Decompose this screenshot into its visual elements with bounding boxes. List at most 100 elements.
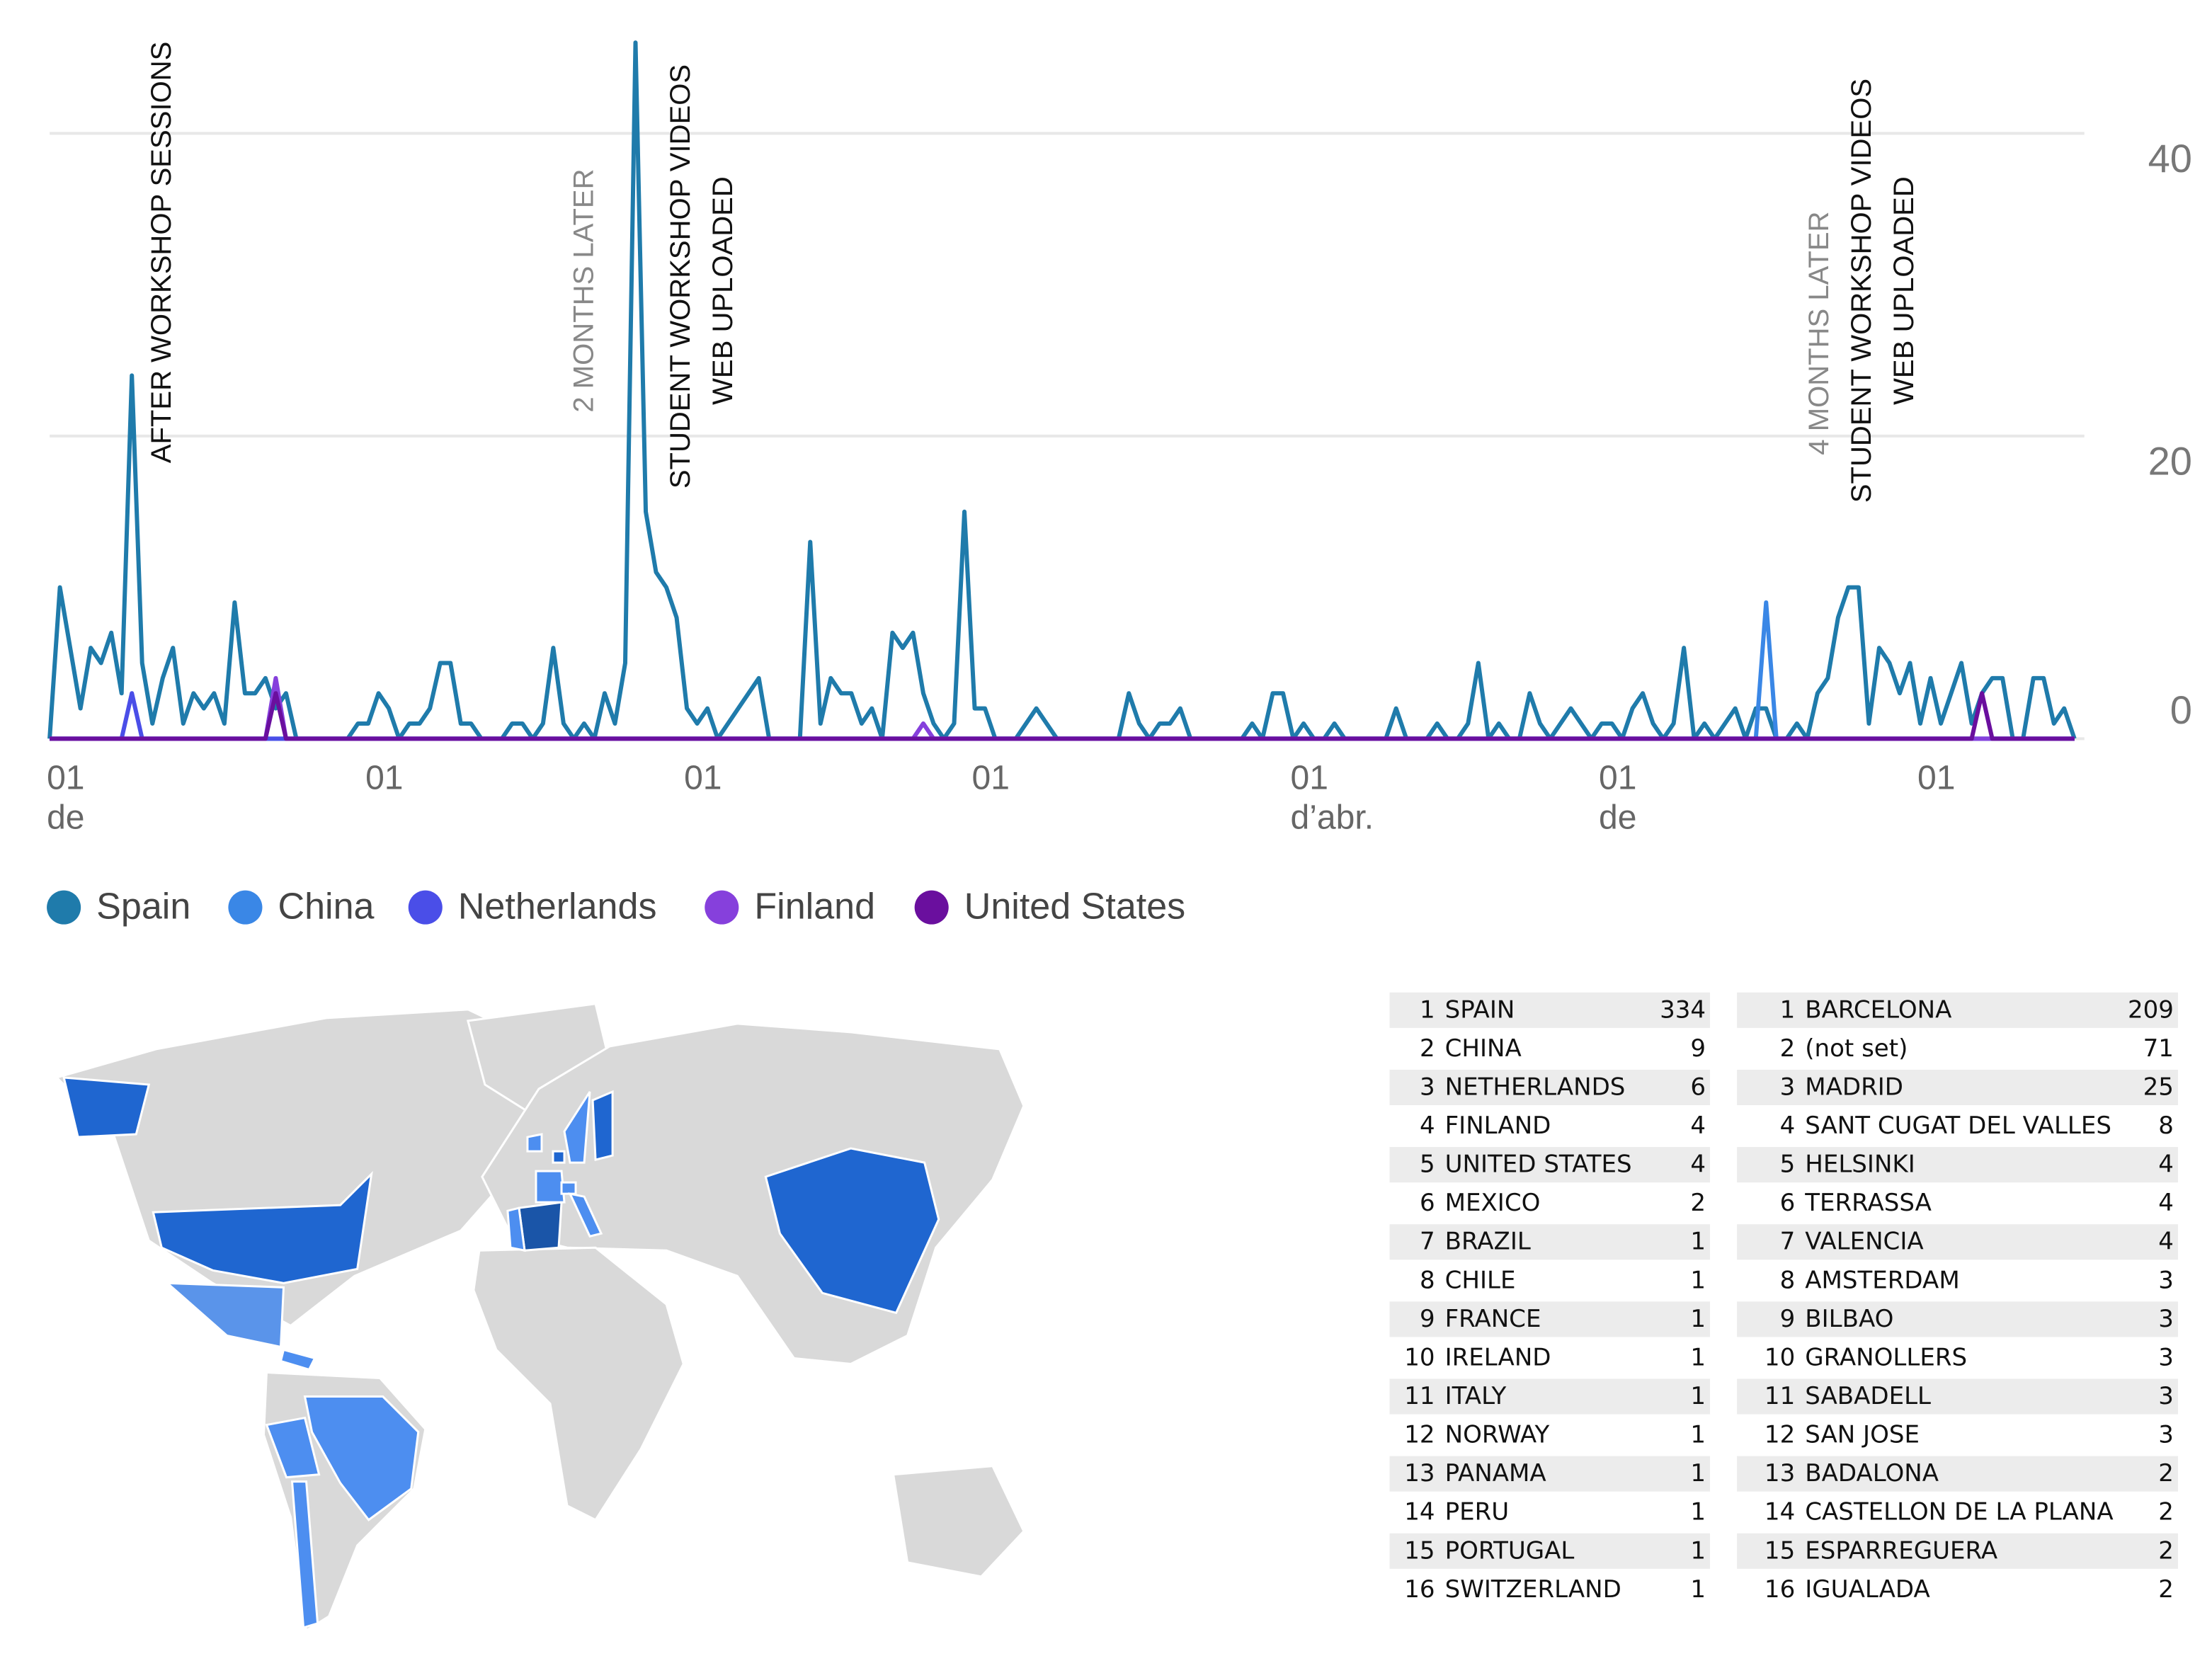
row-value: 1 <box>1690 1498 1706 1526</box>
row-background <box>1737 992 2178 1028</box>
x-tick-label: 01 d’abr. <box>1291 758 1374 836</box>
row-name: NETHERLANDS <box>1445 1073 1626 1101</box>
country <box>764 1147 940 1315</box>
row-background <box>1737 1069 2178 1106</box>
land <box>472 1246 685 1521</box>
row-value: 1 <box>1690 1305 1706 1333</box>
legend-marker <box>228 890 263 925</box>
row-rank: 6 <box>1420 1189 1435 1217</box>
row-rank: 15 <box>1404 1536 1435 1565</box>
row-rank: 12 <box>1404 1421 1435 1449</box>
row-name: SPAIN <box>1445 995 1515 1024</box>
x-tick-label: 01 <box>972 758 1010 796</box>
row-background <box>1737 1456 2178 1492</box>
annotation: WEB UPLOADED <box>1888 176 1920 405</box>
row-rank: 12 <box>1765 1421 1795 1449</box>
row-rank: 9 <box>1420 1305 1435 1333</box>
y-tick-label: 0 <box>2170 687 2192 732</box>
row-name: PORTUGAL <box>1445 1536 1575 1565</box>
country <box>279 1348 317 1371</box>
row-value: 4 <box>1690 1150 1706 1179</box>
country <box>518 1201 563 1252</box>
country <box>164 1281 285 1349</box>
row-value: 4 <box>2158 1228 2174 1256</box>
world-map <box>55 1003 1025 1633</box>
row-name: AMSTERDAM <box>1805 1266 1959 1294</box>
row-rank: 7 <box>1780 1228 1796 1256</box>
row-name: NORWAY <box>1445 1421 1550 1449</box>
row-value: 4 <box>2158 1150 2174 1179</box>
y-tick-label: 40 <box>2148 136 2192 181</box>
annotation: 2 MONTHS LATER <box>569 169 600 412</box>
row-value: 3 <box>2158 1382 2174 1410</box>
row-name: IGUALADA <box>1805 1575 1930 1604</box>
row-rank: 2 <box>1780 1034 1796 1063</box>
row-value: 2 <box>2158 1498 2174 1526</box>
annotation: WEB UPLOADED <box>707 176 739 405</box>
row-value: 1 <box>1690 1536 1706 1565</box>
legend-marker <box>408 890 443 925</box>
row-value: 4 <box>2158 1189 2174 1217</box>
x-tick-label: 01 <box>365 758 403 796</box>
country <box>563 1091 591 1164</box>
country <box>591 1090 614 1162</box>
row-value: 3 <box>2158 1305 2174 1333</box>
legend-marker <box>705 890 739 925</box>
row-value: 6 <box>1690 1073 1706 1101</box>
row-value: 1 <box>1690 1575 1706 1604</box>
row-value: 1 <box>1690 1228 1706 1256</box>
row-rank: 4 <box>1780 1112 1796 1140</box>
row-rank: 6 <box>1780 1189 1796 1217</box>
row-value: 1 <box>1690 1382 1706 1410</box>
annotation: STUDENT WORKSHOP VIDEOS <box>1846 79 1877 503</box>
row-rank: 16 <box>1404 1575 1435 1604</box>
row-name: PANAMA <box>1445 1459 1546 1487</box>
row-rank: 14 <box>1404 1498 1435 1526</box>
row-value: 334 <box>1660 995 1706 1024</box>
row-name: IRELAND <box>1445 1343 1551 1371</box>
row-background <box>1737 1378 2178 1415</box>
row-rank: 10 <box>1765 1343 1795 1371</box>
y-tick-label: 20 <box>2148 439 2192 484</box>
row-name: MADRID <box>1805 1073 1903 1101</box>
row-background <box>1737 1147 2178 1183</box>
row-name: (not set) <box>1805 1034 1908 1063</box>
row-value: 8 <box>2158 1112 2174 1140</box>
row-name: ESPARREGUERA <box>1805 1536 1997 1565</box>
legend-label: Finland <box>754 886 875 927</box>
row-rank: 1 <box>1420 995 1435 1024</box>
row-value: 3 <box>2158 1421 2174 1449</box>
row-name: SANT CUGAT DEL VALLES <box>1805 1112 2111 1140</box>
row-rank: 7 <box>1420 1228 1435 1256</box>
row-rank: 10 <box>1404 1343 1435 1371</box>
row-background <box>1389 1224 1711 1260</box>
row-rank: 11 <box>1404 1382 1435 1410</box>
country <box>535 1170 566 1204</box>
country <box>560 1181 577 1195</box>
x-tick-label: 01 de <box>1599 758 1636 836</box>
row-value: 1 <box>1690 1459 1706 1487</box>
country <box>152 1170 373 1284</box>
row-rank: 13 <box>1404 1459 1435 1487</box>
row-background <box>1389 992 1711 1028</box>
row-value: 1 <box>1690 1266 1706 1294</box>
row-name: FRANCE <box>1445 1305 1541 1333</box>
row-name: CHINA <box>1445 1034 1522 1063</box>
row-background <box>1389 1147 1711 1183</box>
row-rank: 13 <box>1765 1459 1795 1487</box>
row-background <box>1389 1533 1711 1569</box>
row-rank: 2 <box>1420 1034 1435 1063</box>
row-rank: 8 <box>1780 1266 1796 1294</box>
country <box>552 1150 566 1164</box>
row-value: 9 <box>1690 1034 1706 1063</box>
row-name: UNITED STATES <box>1445 1150 1632 1179</box>
annotation: 4 MONTHS LATER <box>1803 212 1835 455</box>
row-rank: 3 <box>1420 1073 1435 1101</box>
row-name: VALENCIA <box>1805 1228 1923 1256</box>
country <box>303 1395 420 1521</box>
row-value: 1 <box>1690 1343 1706 1371</box>
row-name: CASTELLON DE LA PLANA <box>1805 1498 2113 1526</box>
row-rank: 15 <box>1765 1536 1795 1565</box>
